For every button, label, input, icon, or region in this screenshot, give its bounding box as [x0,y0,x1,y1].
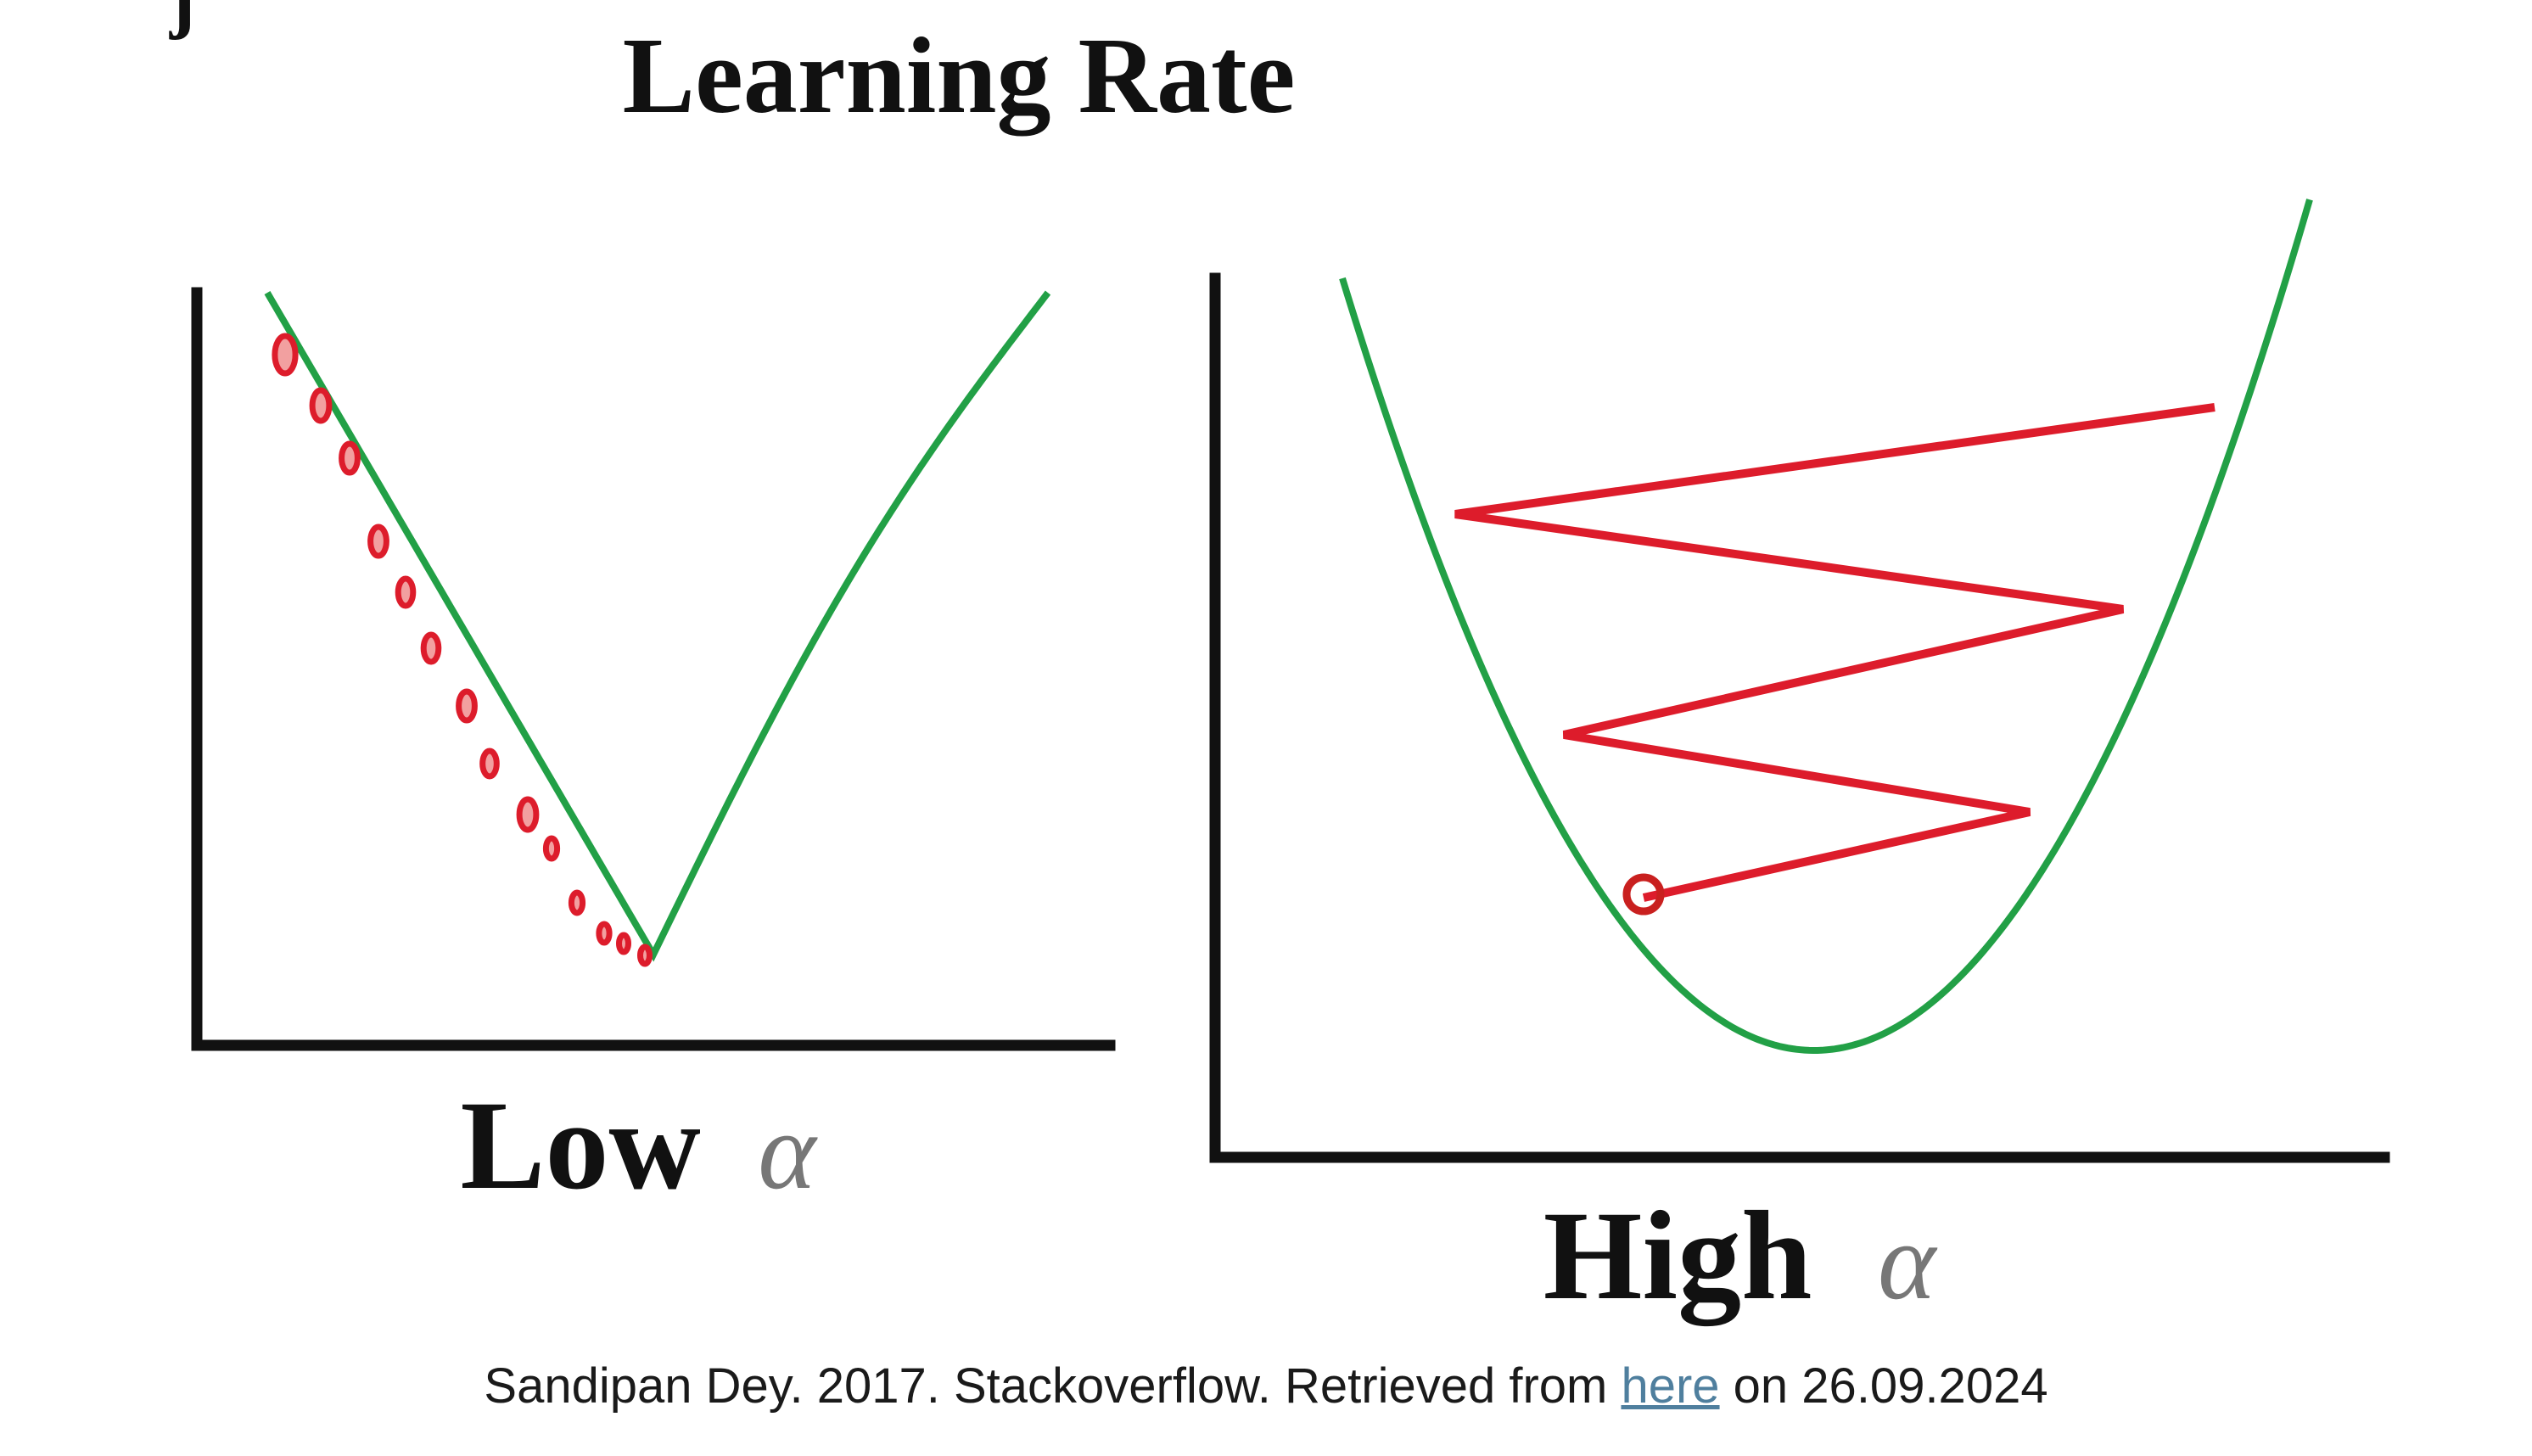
low-alpha-step-marker [637,944,653,967]
low-alpha-step-marker [568,889,586,916]
low-alpha-step-marker [272,333,299,377]
low-alpha-step-marker [596,921,613,946]
low-alpha-step-marker [339,440,361,476]
source-caption: Sandipan Dey. 2017. Stackoverflow. Retri… [0,1358,2532,1414]
low-alpha-step-marker [395,575,417,609]
figure-title: Learning Rate [623,15,1296,136]
low-label-text: Low [460,1075,700,1216]
high-alpha-panel [1209,199,2390,1163]
corner-mark: j [169,0,195,41]
high-label-text: High [1543,1185,1812,1326]
low-alpha-label: Low α [460,1075,818,1216]
low-alpha-step-marker [516,796,540,833]
low-alpha-axes [191,287,1116,1051]
low-alpha-steps [272,333,653,967]
low-alpha-step-marker [616,932,631,955]
caption-suffix: on 26.09.2024 [1719,1358,2048,1414]
low-alpha-symbol: α [758,1090,818,1212]
high-alpha-axes [1209,272,2390,1163]
high-alpha-symbol: α [1878,1201,1938,1323]
low-alpha-loss-curve [264,290,1051,962]
source-link[interactable]: here [1621,1358,1720,1414]
high-alpha-oscillation-path [1454,403,2216,902]
caption-prefix: Sandipan Dey. 2017. Stackoverflow. Retri… [484,1358,1622,1414]
low-alpha-step-marker [420,631,442,665]
high-alpha-start-marker [1622,873,1665,916]
low-alpha-panel [191,287,1116,1051]
low-alpha-step-marker [309,387,333,424]
low-alpha-step-marker [479,748,500,780]
low-alpha-step-marker [456,688,478,724]
high-alpha-label: High α [1543,1185,1938,1326]
low-alpha-step-marker [367,524,389,559]
high-alpha-loss-curve [1339,199,2313,1054]
low-alpha-step-marker [542,835,561,862]
